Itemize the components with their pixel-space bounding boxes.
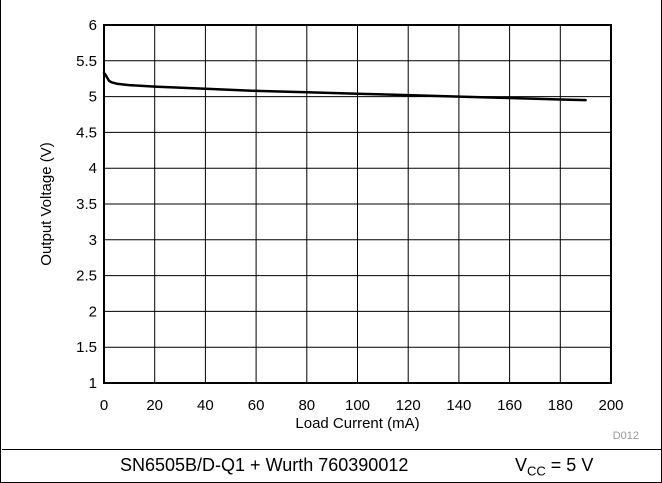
vcc-caption: VCC = 5 V: [515, 455, 593, 479]
x-tick-label: 20: [146, 397, 163, 414]
y-tick-labels: 1 1.5 2 2.5 3 3.5 4 4.5 5 5.5 6: [76, 17, 97, 392]
plot-area-frame: [103, 24, 612, 384]
y-tick-label: 6: [89, 17, 97, 34]
x-tick-label: 120: [396, 397, 421, 414]
line-chart: 0 20 40 60 80 100 120 140 160 180 200 1 1.5 2 2.5 3 3.5…: [38, 17, 639, 442]
y-tick-label: 2: [89, 303, 97, 320]
x-tick-labels: 0 20 40 60 80 100 120 140 160 180 200: [100, 397, 624, 414]
y-tick-label: 1: [89, 375, 97, 392]
series-group: [102, 71, 587, 102]
x-tick-label: 140: [446, 397, 471, 414]
x-tick-label: 40: [197, 397, 214, 414]
vcc-symbol: V: [515, 455, 528, 475]
y-tick-label: 3.5: [76, 196, 97, 213]
caption-bar: SN6505B/D-Q1 + Wurth 760390012 VCC = 5 V: [2, 449, 662, 482]
x-tick-label: 0: [100, 397, 108, 414]
vcc-subscript: CC: [527, 463, 546, 479]
y-tick-label: 1.5: [76, 339, 97, 356]
x-tick-label: 100: [345, 397, 370, 414]
y-tick-label: 4.5: [76, 124, 97, 141]
y-tick-label: 5.5: [76, 53, 97, 70]
device-caption: SN6505B/D-Q1 + Wurth 760390012: [120, 455, 409, 475]
vcc-value: = 5 V: [545, 455, 594, 475]
output-voltage-line: [102, 71, 587, 102]
x-tick-label: 180: [548, 397, 573, 414]
y-tick-label: 5: [89, 89, 97, 106]
y-tick-label: 4: [89, 160, 97, 177]
x-tick-label: 160: [497, 397, 522, 414]
figure-code: D012: [613, 430, 639, 442]
grid-lines: [104, 25, 611, 383]
y-tick-label: 3: [89, 232, 97, 249]
x-tick-label: 200: [598, 397, 623, 414]
y-tick-label: 2.5: [76, 268, 97, 285]
x-axis-title: Load Current (mA): [295, 415, 419, 432]
x-tick-label: 60: [248, 397, 265, 414]
y-axis-title: Output Voltage (V): [38, 142, 55, 265]
x-tick-label: 80: [298, 397, 315, 414]
